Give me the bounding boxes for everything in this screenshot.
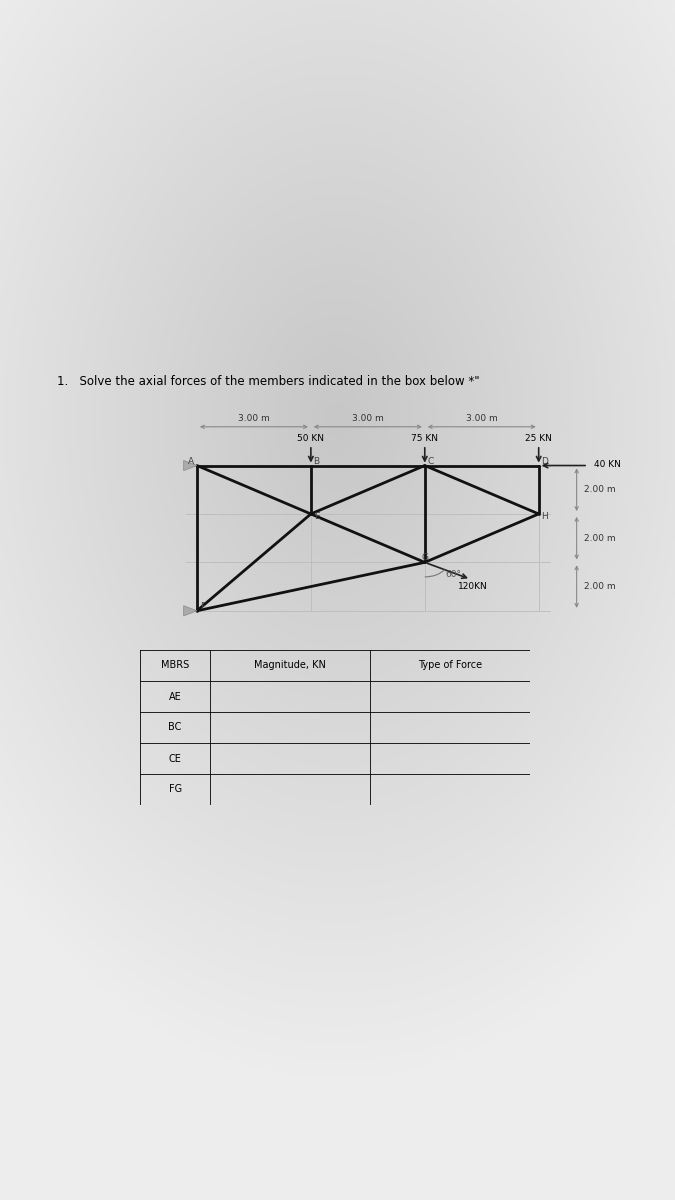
Text: 40 KN: 40 KN <box>594 460 620 469</box>
Text: 2.00 m: 2.00 m <box>585 485 616 494</box>
Text: FG: FG <box>169 785 182 794</box>
Text: 3.00 m: 3.00 m <box>238 414 270 424</box>
Text: BC: BC <box>168 722 182 732</box>
Text: G: G <box>422 553 429 562</box>
Text: Magnitude, KN: Magnitude, KN <box>254 660 326 671</box>
Text: H: H <box>541 512 547 521</box>
Text: 120KN: 120KN <box>458 582 487 592</box>
Text: A: A <box>188 456 194 466</box>
Text: 60°: 60° <box>446 570 462 578</box>
Text: 1.   Solve the axial forces of the members indicated in the box below *": 1. Solve the axial forces of the members… <box>57 374 480 388</box>
Text: Type of Force: Type of Force <box>418 660 482 671</box>
Text: 3.00 m: 3.00 m <box>466 414 497 424</box>
Text: F: F <box>200 602 205 611</box>
Text: C: C <box>427 456 433 466</box>
Text: D: D <box>541 456 548 466</box>
Text: 50 KN: 50 KN <box>298 434 325 443</box>
Text: 2.00 m: 2.00 m <box>585 582 616 592</box>
Text: 25 KN: 25 KN <box>525 434 552 443</box>
Polygon shape <box>184 606 197 616</box>
Text: MBRS: MBRS <box>161 660 189 671</box>
Text: E: E <box>314 512 319 521</box>
Polygon shape <box>184 461 197 470</box>
Text: AE: AE <box>169 691 182 702</box>
Text: 2.00 m: 2.00 m <box>585 534 616 542</box>
Text: 75 KN: 75 KN <box>411 434 438 443</box>
Text: B: B <box>313 456 319 466</box>
Text: 3.00 m: 3.00 m <box>352 414 383 424</box>
Text: CE: CE <box>169 754 182 763</box>
